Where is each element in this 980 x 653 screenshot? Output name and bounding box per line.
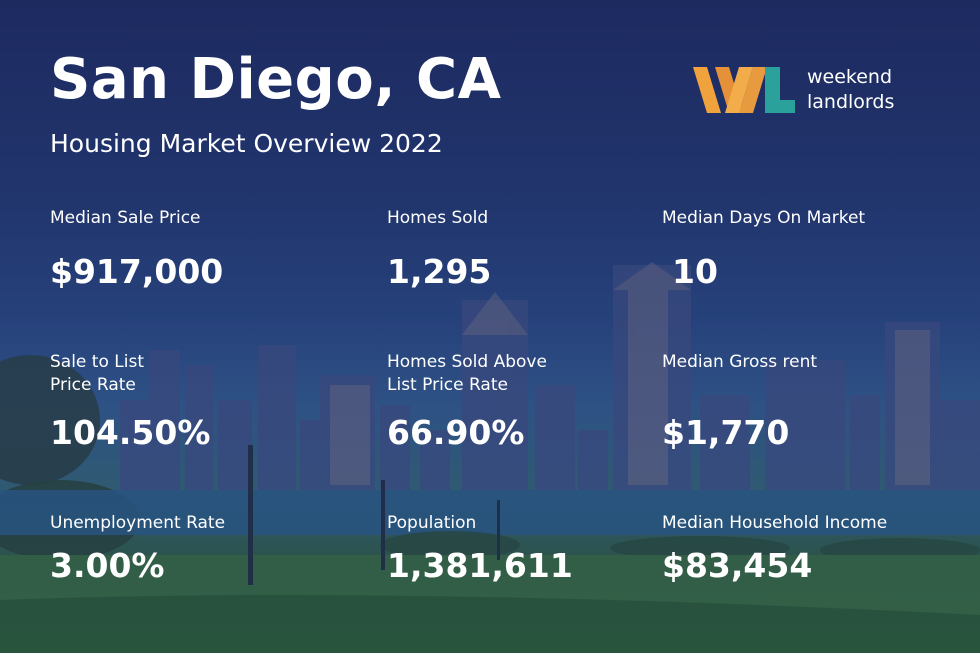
stat-value: $83,454 (662, 546, 813, 585)
stat-value: 1,381,611 (387, 546, 573, 585)
stat-median-sale-price: Median Sale Price $917,000 (50, 207, 223, 288)
stat-value: 104.50% (50, 413, 211, 452)
stat-label: Median Days On Market (662, 208, 866, 228)
stat-median-gross-rent: Median Gross rent $1,770 (662, 351, 817, 449)
stat-value: 3.00% (50, 546, 165, 585)
stat-value: $917,000 (50, 252, 224, 291)
logo-wordmark: weekend landlords (807, 65, 894, 115)
stat-median-days-on-market: Median Days On Market 10 (662, 207, 865, 288)
stat-label-line-1: Sale to List (50, 352, 144, 372)
logo-line-weekend: weekend (807, 66, 893, 88)
stat-homes-sold-above-list: Homes Sold Above List Price Rate 66.90% (387, 351, 547, 449)
wl-logo-icon (693, 67, 795, 113)
page-title: San Diego, CA (50, 47, 502, 112)
stat-population: Population 1,381,611 (387, 512, 573, 582)
stat-value: 10 (672, 252, 718, 291)
stat-label-line-2: List Price Rate (387, 375, 508, 395)
logo-line-landlords: landlords (807, 91, 895, 113)
stat-label-line-1: Homes Sold Above (387, 352, 547, 372)
stat-value: $1,770 (662, 413, 790, 452)
stat-unemployment-rate: Unemployment Rate 3.00% (50, 512, 225, 582)
stat-label: Unemployment Rate (50, 513, 226, 533)
stat-label: Population (387, 513, 477, 533)
stat-sale-to-list-price-rate: Sale to List Price Rate 104.50% (50, 351, 210, 449)
stat-label: Homes Sold (387, 208, 489, 228)
weekend-landlords-logo: weekend landlords (693, 64, 923, 116)
stat-label: Median Gross rent (662, 352, 818, 372)
stat-label-line-2: Price Rate (50, 375, 136, 395)
stat-value: 66.90% (387, 413, 525, 452)
page-subtitle: Housing Market Overview 2022 (50, 129, 443, 158)
stat-label: Median Sale Price (50, 208, 201, 228)
stat-label: Median Household Income (662, 513, 888, 533)
stat-median-household-income: Median Household Income $83,454 (662, 512, 887, 582)
stat-value: 1,295 (387, 252, 492, 291)
stat-homes-sold: Homes Sold 1,295 (387, 207, 491, 288)
